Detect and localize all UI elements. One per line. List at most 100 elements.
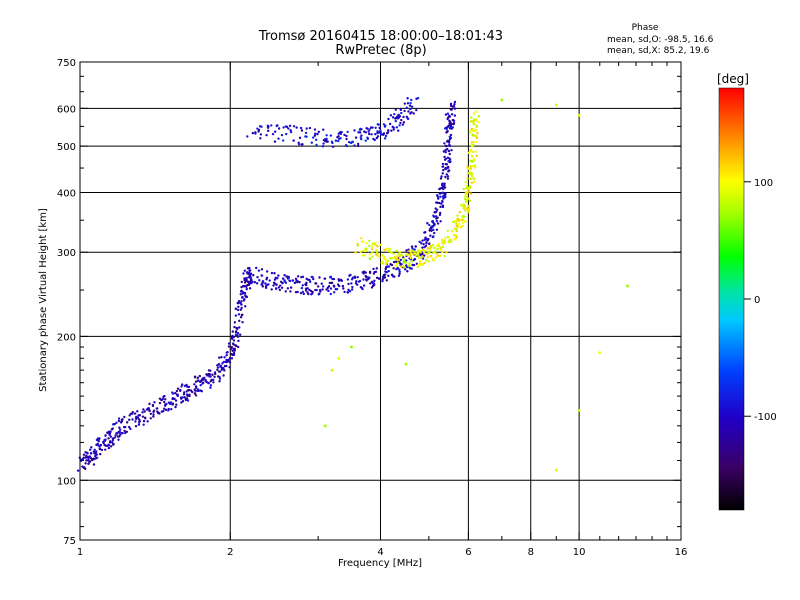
echo-point — [365, 278, 368, 281]
echo-point — [238, 326, 241, 329]
echo-point — [376, 254, 379, 257]
echo-point — [455, 235, 458, 239]
echo-point — [385, 132, 389, 135]
echo-point — [254, 266, 258, 270]
echo-point — [421, 246, 424, 249]
echo-point — [454, 238, 457, 241]
echo-point — [116, 435, 120, 438]
echo-point — [329, 287, 333, 290]
echo-point — [213, 375, 216, 378]
phase-legend-heading: Phase — [632, 23, 659, 33]
echo-point — [368, 270, 372, 274]
echo-point — [181, 400, 185, 403]
echo-point — [186, 399, 190, 402]
echo-point — [196, 376, 200, 380]
echo-point — [451, 119, 455, 122]
echo-point — [322, 128, 325, 131]
echo-point — [205, 381, 209, 384]
echo-point — [86, 452, 89, 455]
echo-point — [275, 287, 278, 291]
echo-point — [291, 279, 295, 282]
echo-point — [429, 244, 433, 248]
echo-point — [399, 121, 402, 125]
echo-point — [194, 394, 198, 397]
echo-point — [438, 211, 442, 215]
echo-point — [311, 290, 314, 294]
echo-point — [420, 242, 423, 245]
echo-point — [466, 166, 469, 170]
echo-point — [406, 102, 410, 105]
echo-point — [289, 290, 292, 293]
echo-point — [111, 441, 114, 444]
echo-point — [225, 358, 228, 362]
echo-point — [465, 207, 468, 210]
echo-point — [88, 455, 91, 458]
echo-point — [148, 402, 151, 406]
echo-point — [424, 244, 428, 248]
echo-point — [395, 249, 399, 252]
echo-point — [385, 279, 389, 282]
echo-point — [446, 235, 450, 239]
echo-point — [164, 408, 168, 412]
echo-point — [453, 100, 457, 104]
echo-point — [464, 209, 467, 212]
echo-point — [448, 114, 451, 118]
echo-point — [321, 145, 325, 148]
echo-point — [409, 112, 412, 115]
echo-point — [477, 115, 481, 118]
echo-point — [350, 288, 354, 291]
echo-point — [387, 129, 390, 132]
echo-point — [270, 124, 273, 127]
echo-point — [471, 133, 474, 137]
echo-point — [186, 394, 189, 398]
echo-point — [387, 269, 390, 273]
echo-point — [387, 117, 390, 121]
echo-point — [404, 362, 408, 366]
echo-point — [429, 254, 432, 258]
echo-point — [81, 465, 84, 468]
echo-point — [247, 271, 251, 274]
echo-point — [365, 241, 368, 245]
echo-point — [282, 126, 285, 129]
echo-point — [281, 139, 285, 142]
echo-point — [272, 284, 275, 287]
echo-point — [374, 126, 377, 129]
echo-point — [336, 136, 339, 139]
echo-point — [323, 277, 327, 280]
echo-point — [443, 186, 447, 189]
echo-point — [454, 233, 457, 237]
x-tick-label: 10 — [573, 547, 586, 558]
echo-point — [412, 253, 415, 256]
echo-point — [298, 280, 301, 284]
echo-point — [147, 406, 150, 410]
echo-point — [446, 140, 449, 143]
echo-point — [180, 385, 183, 388]
echo-point — [472, 177, 475, 180]
echo-point — [445, 173, 448, 176]
echo-point — [158, 401, 162, 405]
echo-point — [448, 122, 451, 125]
echo-point — [176, 387, 180, 390]
echo-point — [453, 102, 456, 106]
echo-point — [295, 126, 298, 129]
echo-point — [98, 447, 102, 451]
echo-point — [286, 287, 290, 290]
echo-point — [382, 257, 386, 261]
echo-point — [260, 268, 264, 271]
echo-point — [90, 458, 94, 462]
echo-point — [273, 278, 277, 281]
echo-point — [138, 418, 141, 421]
echo-point — [230, 345, 233, 349]
echo-point — [203, 376, 206, 379]
echo-point — [188, 394, 191, 398]
x-tick-label: 6 — [465, 547, 471, 558]
echo-point — [332, 291, 336, 294]
echo-point — [432, 214, 435, 217]
echo-point — [190, 390, 194, 394]
echo-point — [199, 383, 202, 387]
echo-point — [228, 361, 232, 364]
echo-point — [332, 284, 336, 287]
echo-point — [418, 240, 421, 244]
echo-point — [424, 231, 427, 234]
echo-point — [402, 121, 406, 124]
